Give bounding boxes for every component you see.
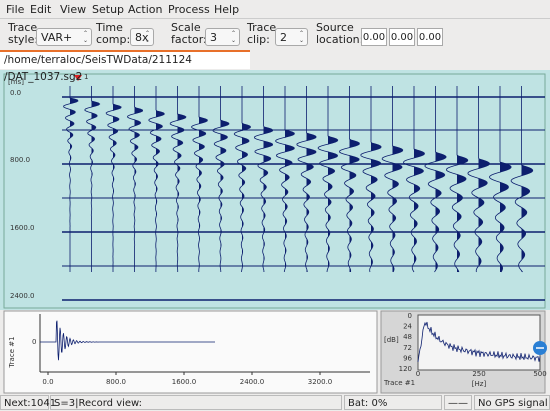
trace-fill	[521, 86, 533, 272]
spectrum-line	[417, 321, 541, 363]
record-frame	[3, 73, 546, 309]
trace-wiggle	[360, 86, 382, 273]
menu-item[interactable]: Process	[168, 3, 210, 16]
combo-box[interactable]: 3	[205, 28, 240, 46]
separator	[0, 18, 550, 19]
label: Trace clip:	[247, 21, 277, 46]
combo-box[interactable]: 8x	[130, 28, 154, 46]
trace-panel	[3, 310, 378, 394]
menu-item[interactable]: View	[60, 3, 87, 16]
trace-fill	[371, 86, 382, 272]
spectrum-plot	[417, 314, 541, 371]
trace-fill	[134, 86, 143, 272]
status-field: Next:1041	[0, 395, 56, 410]
label: Trace style:	[8, 21, 39, 46]
x-tick-label: 800.0	[106, 378, 126, 386]
trace-wiggle	[445, 86, 469, 273]
menu-item[interactable]: Action	[128, 3, 163, 16]
trace-fill	[392, 86, 403, 272]
trace-wiggle	[233, 86, 252, 272]
trace-wiggle	[40, 320, 215, 361]
x-tick-label: 1600.0	[172, 378, 197, 386]
zero-label: 0	[32, 338, 36, 346]
y-tick-label: 72	[403, 344, 412, 352]
y-tick-label: 48	[403, 333, 412, 341]
trace-label: Trace #1	[8, 336, 16, 368]
status-field: No GPS signal	[474, 395, 550, 410]
trace-fill	[285, 86, 295, 272]
trace-wiggle	[424, 86, 447, 273]
axis-unit: [dB]	[384, 336, 399, 344]
text-field[interactable]: 0.00	[361, 28, 387, 46]
y-tick-label: 0	[408, 312, 412, 320]
trace-wiggle	[488, 86, 512, 273]
trace-wiggle	[317, 86, 339, 273]
label: Scale factor:	[171, 21, 207, 46]
status-field: ——	[444, 395, 472, 410]
y-tick-label: 24	[403, 323, 412, 331]
x-tick-label: 2400.0	[240, 378, 265, 386]
x-tick-label: 3200.0	[308, 378, 333, 386]
marker-label: 1	[84, 73, 88, 81]
combo-box[interactable]: 2	[275, 28, 308, 46]
y-tick-label: 120	[399, 365, 412, 373]
file-tab[interactable]: /home/terraloc/SeisTWData/211124 /DAT_10…	[0, 50, 250, 83]
y-tick-label: 800.0	[10, 156, 30, 164]
trace-wiggle	[212, 86, 230, 272]
menu-item[interactable]: Edit	[30, 3, 52, 16]
trace-fill	[457, 86, 468, 272]
trace-wiggle	[84, 86, 101, 272]
y-tick-label: 1600.0	[10, 224, 35, 232]
text-field[interactable]: 0.00	[417, 28, 443, 46]
trace-wiggle	[403, 86, 425, 273]
trace-wiggle	[274, 86, 295, 273]
trace-wiggle	[296, 86, 317, 273]
label: Time comp:	[96, 21, 131, 46]
trace-wiggle	[253, 86, 274, 273]
y-tick-label: 2400.0	[10, 292, 35, 300]
trace-wiggle	[105, 86, 122, 272]
x-tick-label: 250	[472, 370, 485, 378]
x-tick-label: 0	[416, 370, 420, 378]
trace-marker	[74, 75, 82, 81]
trace-wiggle	[381, 86, 404, 273]
trace-wiggle	[467, 86, 490, 273]
x-tick-label: 0.0	[42, 378, 53, 386]
axis-unit: [Hz]	[472, 380, 487, 388]
menu-item[interactable]: Setup	[92, 3, 125, 16]
label: Source location:	[316, 21, 364, 46]
y-tick-label: 0.0	[10, 89, 21, 97]
trace-fill	[199, 86, 208, 272]
menu-item[interactable]: Help	[214, 3, 240, 16]
trace-wiggle	[148, 86, 165, 272]
menu-bar: File Edit View Setup Action Process Help	[0, 0, 550, 18]
x-tick-label: 500	[533, 370, 546, 378]
trace-label: Trace #1	[383, 379, 415, 387]
trace-wiggle	[510, 86, 534, 273]
text-field[interactable]: 0.00	[389, 28, 415, 46]
trace-wiggle	[339, 86, 360, 273]
status-field: S=3|Record view:	[50, 395, 342, 410]
trace-fill	[113, 86, 122, 272]
y-tick-label: 96	[403, 354, 412, 362]
trace-wiggle	[63, 86, 79, 272]
trace-wiggle	[190, 86, 208, 272]
trace-fill	[263, 86, 273, 272]
trace-wiggle	[169, 86, 187, 272]
record-background	[0, 70, 550, 310]
status-field: Bat: 0%	[344, 395, 442, 410]
trace-wiggle	[126, 86, 144, 273]
menu-item[interactable]: File	[6, 3, 25, 16]
axis-unit: [ms]	[8, 78, 24, 86]
combo-box[interactable]: VAR+	[36, 28, 92, 46]
